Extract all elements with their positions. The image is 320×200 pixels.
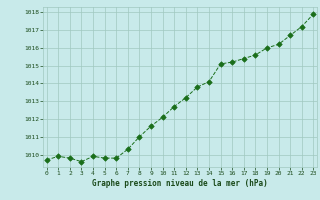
X-axis label: Graphe pression niveau de la mer (hPa): Graphe pression niveau de la mer (hPa) [92, 179, 268, 188]
